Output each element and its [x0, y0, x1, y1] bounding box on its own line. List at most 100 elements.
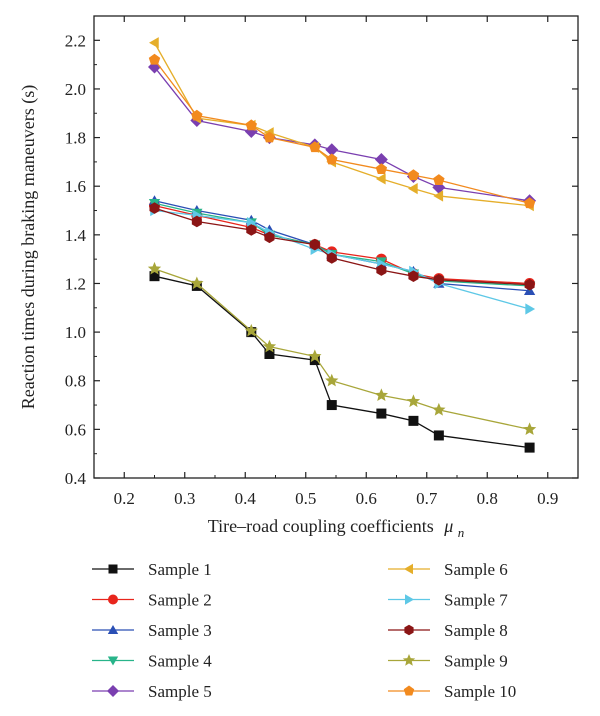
marker-triangle-right	[525, 303, 536, 315]
marker-triangle-left	[149, 37, 159, 49]
marker-pentagon	[263, 131, 276, 143]
marker-diamond	[374, 152, 388, 166]
series-line	[153, 42, 530, 207]
y-tick-label: 0.8	[65, 372, 86, 391]
y-tick-label: 2.0	[65, 80, 86, 99]
marker-hexagon	[149, 202, 160, 214]
series-7	[150, 204, 536, 315]
marker-hexagon	[326, 252, 337, 264]
marker-triangle-left	[407, 183, 418, 195]
marker-star	[308, 349, 322, 363]
legend-label: Sample 3	[148, 621, 212, 640]
legend: Sample 1 Sample 2 Sample 3 Sample 4 Sample 5…	[92, 560, 516, 701]
legend-item-2: Sample 2	[92, 591, 212, 610]
marker-pentagon	[403, 685, 415, 696]
legend-item-9: Sample 9	[388, 652, 508, 671]
series-5	[148, 60, 537, 208]
series-8	[149, 202, 535, 291]
marker-pentagon	[245, 119, 258, 131]
legend-item-6: Sample 6	[388, 560, 508, 579]
y-tick-label: 2.2	[65, 31, 86, 50]
legend-label: Sample 4	[148, 652, 212, 671]
series-1	[149, 271, 535, 453]
x-axis-title-text: Tire–road coupling coefficients	[208, 516, 434, 536]
marker-pentagon	[433, 174, 445, 185]
series-line	[154, 275, 530, 449]
legend-item-5: Sample 5	[92, 682, 212, 701]
legend-label: Sample 2	[148, 591, 212, 610]
marker-star	[402, 654, 416, 666]
x-axis-title-symbol: μ	[443, 516, 453, 536]
marker-triangle-down	[107, 656, 119, 666]
y-tick-label: 0.6	[65, 420, 86, 439]
marker-hexagon	[309, 238, 320, 251]
marker-hexagon	[264, 231, 275, 244]
marker-pentagon	[309, 141, 321, 153]
marker-star	[432, 402, 446, 416]
legend-item-7: Sample 7	[388, 591, 508, 610]
marker-star	[325, 373, 339, 387]
x-tick-label: 0.9	[537, 489, 558, 508]
y-tick-label: 1.0	[65, 323, 86, 342]
x-axis-title: Tire–road coupling coefficients μ n	[208, 516, 465, 540]
marker-triangle-left	[375, 173, 386, 185]
marker-pentagon	[407, 169, 420, 181]
marker-square	[408, 415, 419, 426]
marker-hexagon	[408, 270, 419, 282]
series-line	[154, 268, 530, 431]
marker-square	[376, 408, 387, 419]
marker-pentagon	[375, 163, 388, 175]
marker-star	[147, 261, 162, 275]
legend-label: Sample 7	[444, 591, 508, 610]
series-line	[153, 59, 530, 204]
x-axis-title-subscript: n	[458, 525, 465, 540]
x-tick-label: 0.7	[416, 489, 438, 508]
series-line	[154, 207, 530, 286]
legend-item-10: Sample 10	[388, 682, 516, 701]
y-tick-label: 1.4	[65, 226, 87, 245]
marker-pentagon	[326, 153, 338, 165]
legend-label: Sample 5	[148, 682, 212, 701]
marker-square	[524, 442, 535, 453]
series-line	[154, 205, 530, 285]
series-line	[153, 66, 530, 202]
marker-hexagon	[433, 274, 444, 286]
marker-pentagon	[148, 53, 161, 65]
marker-star	[522, 422, 537, 436]
marker-hexagon	[246, 224, 257, 236]
marker-star	[190, 276, 204, 290]
y-tick-label: 1.6	[65, 177, 86, 196]
series-9	[147, 261, 537, 436]
legend-item-1: Sample 1	[92, 560, 212, 579]
series-2	[149, 200, 536, 289]
marker-hexagon	[191, 215, 202, 228]
legend-label: Sample 1	[148, 560, 212, 579]
series-line	[154, 202, 530, 287]
x-tick-label: 0.2	[114, 489, 135, 508]
marker-hexagon	[404, 624, 414, 636]
marker-hexagon	[376, 264, 387, 276]
marker-circle	[108, 594, 118, 605]
series-line	[154, 209, 530, 310]
axes: 0.2 0.3 0.4 0.5 0.6 0.7 0.8 0.9 0.4 0.6 0.8 1.0 1.2 1…	[65, 15, 579, 508]
marker-square	[264, 348, 275, 359]
y-tick-label: 0.4	[65, 469, 87, 488]
legend-label: Sample 8	[444, 621, 508, 640]
marker-star	[244, 323, 258, 337]
legend-item-8: Sample 8	[388, 621, 508, 640]
marker-square	[149, 271, 160, 282]
y-tick-label: 1.2	[65, 274, 86, 293]
marker-diamond	[325, 143, 339, 157]
series-line	[154, 200, 530, 292]
legend-label: Sample 9	[444, 652, 508, 671]
marker-triangle-left	[433, 190, 444, 202]
x-tick-label: 0.4	[235, 489, 257, 508]
marker-star	[262, 339, 277, 353]
marker-star	[406, 394, 421, 408]
marker-star	[374, 388, 389, 401]
series-10	[148, 53, 536, 209]
marker-hexagon	[524, 278, 535, 291]
series-layer	[147, 37, 537, 453]
legend-label: Sample 10	[444, 682, 516, 701]
